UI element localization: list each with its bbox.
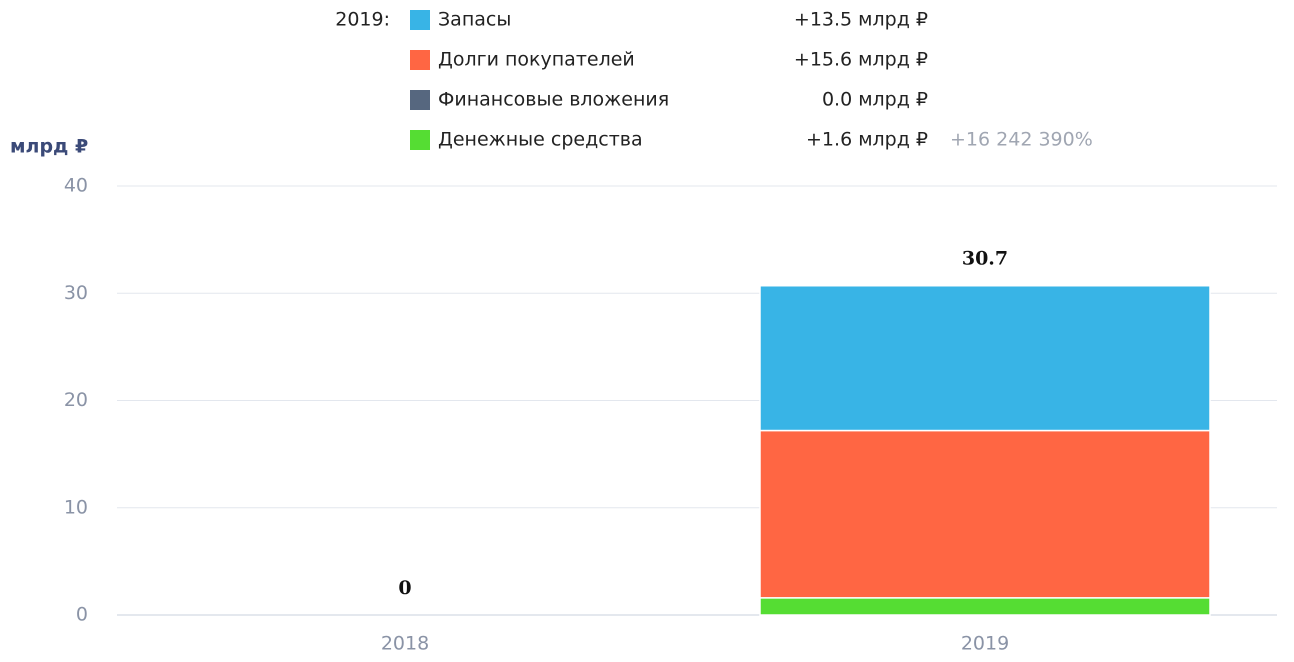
legend-value: +13.5 млрд ₽ <box>794 9 928 31</box>
legend-swatch <box>410 90 430 110</box>
legend-value: +15.6 млрд ₽ <box>794 49 928 71</box>
total-label: 0 <box>398 577 411 599</box>
y-tick-label: 40 <box>64 175 88 197</box>
y-tick-label: 0 <box>76 604 88 626</box>
axis-label: млрд ₽ <box>10 136 88 158</box>
bar-segment <box>759 429 1211 599</box>
y-tick-label: 10 <box>64 496 88 518</box>
legend-label: Запасы <box>438 9 511 31</box>
legend-swatch <box>410 130 430 150</box>
x-tick-label: 2018 <box>381 633 429 655</box>
legend-label: Долги покупателей <box>438 49 635 71</box>
legend-value: 0.0 млрд ₽ <box>822 89 928 111</box>
legend-swatch <box>410 10 430 30</box>
legend-swatch <box>410 50 430 70</box>
legend-title: 2019: <box>335 9 390 31</box>
bar-segment <box>759 597 1211 616</box>
legend-label: Денежные средства <box>438 129 643 151</box>
bar-segment <box>759 284 1211 432</box>
y-tick-label: 30 <box>64 282 88 304</box>
legend-value: +1.6 млрд ₽ <box>806 129 928 151</box>
legend-label: Финансовые вложения <box>438 89 669 111</box>
x-tick-label: 2019 <box>961 633 1009 655</box>
y-tick-label: 20 <box>64 389 88 411</box>
total-label: 30.7 <box>962 248 1008 270</box>
legend-note: +16 242 390% <box>950 129 1093 151</box>
